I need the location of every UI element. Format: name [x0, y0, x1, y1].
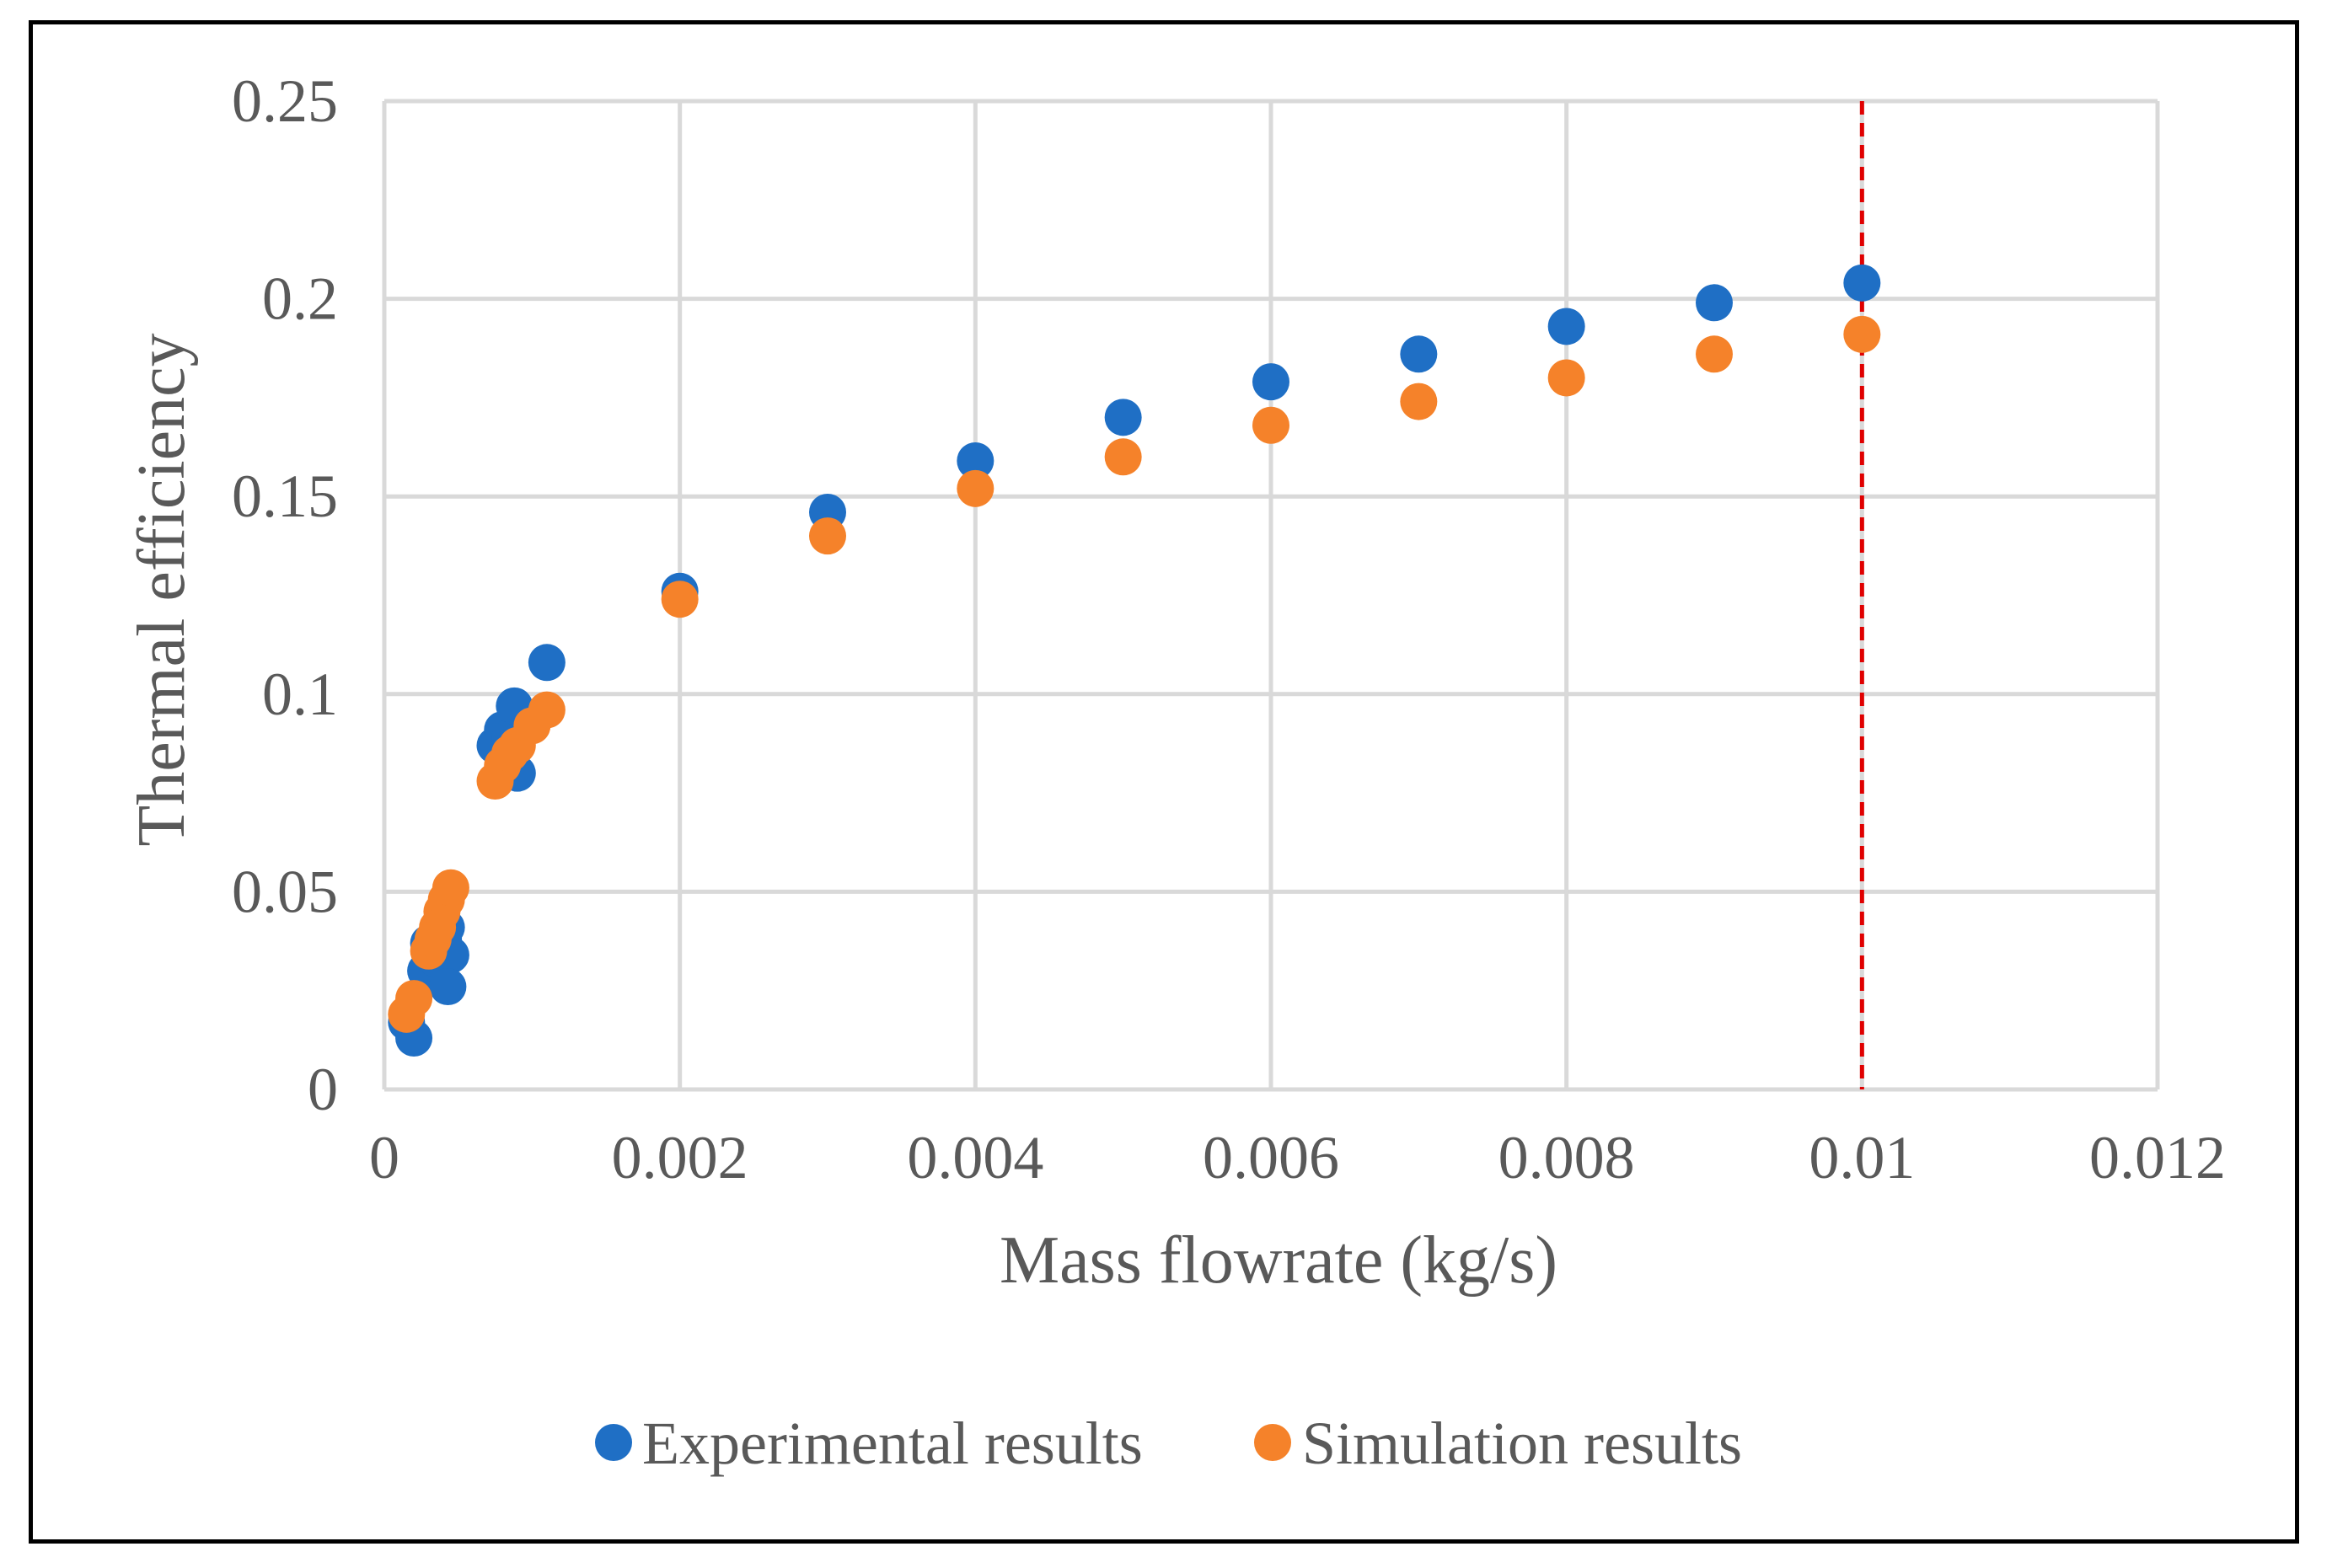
- x-tick-label: 0: [369, 1124, 399, 1191]
- gridlines: [382, 99, 2160, 1092]
- data-point: [528, 644, 566, 682]
- series-experimental: [388, 264, 1881, 1057]
- data-point: [1400, 383, 1438, 420]
- legend-label-experimental: Experimental results: [642, 1410, 1143, 1477]
- legend-item-experimental: Experimental results: [595, 1410, 1143, 1477]
- data-point: [1547, 308, 1585, 345]
- data-point: [1104, 399, 1142, 436]
- legend: Experimental results Simulation results: [595, 1410, 1742, 1477]
- data-point: [1547, 359, 1585, 397]
- data-point: [957, 469, 994, 507]
- y-tick-label: 0.15: [232, 463, 338, 530]
- x-axis-ticks: 0 0.002 0.004 0.006 0.008 0.01 0.012: [369, 1124, 2226, 1191]
- data-point: [1252, 406, 1289, 444]
- data-point: [661, 581, 699, 618]
- data-point: [1400, 335, 1438, 373]
- data-point: [1696, 335, 1733, 373]
- data-point: [1252, 363, 1289, 401]
- legend-marker-simulation: [1254, 1424, 1291, 1461]
- series-simulation: [388, 315, 1881, 1033]
- y-axis-title: Thermal efficiency: [125, 333, 199, 846]
- data-point: [957, 442, 994, 479]
- data-points: [388, 264, 1881, 1057]
- y-tick-label: 0.1: [262, 661, 338, 728]
- data-point: [809, 517, 846, 555]
- x-tick-label: 0.006: [1203, 1124, 1339, 1191]
- data-point: [1843, 315, 1881, 353]
- y-tick-label: 0.25: [232, 67, 338, 135]
- figure-frame: [29, 20, 2299, 1544]
- data-point: [429, 968, 467, 1006]
- data-point: [528, 691, 566, 729]
- y-tick-label: 0.2: [262, 265, 338, 333]
- data-point: [1696, 284, 1733, 322]
- legend-label-simulation: Simulation results: [1302, 1410, 1742, 1477]
- y-tick-label: 0: [308, 1056, 338, 1123]
- y-tick-label: 0.05: [232, 858, 338, 925]
- legend-marker-experimental: [595, 1424, 632, 1461]
- data-point: [1104, 438, 1142, 476]
- data-point: [395, 980, 433, 1018]
- x-axis-title: Mass flowrate (kg/s): [1000, 1223, 1557, 1298]
- data-point: [432, 869, 469, 907]
- x-tick-label: 0.01: [1809, 1124, 1915, 1191]
- x-tick-label: 0.012: [2089, 1124, 2226, 1191]
- x-tick-label: 0.002: [612, 1124, 748, 1191]
- legend-item-simulation: Simulation results: [1254, 1410, 1742, 1477]
- x-tick-label: 0.004: [907, 1124, 1043, 1191]
- data-point: [1843, 264, 1881, 302]
- x-tick-label: 0.008: [1498, 1124, 1635, 1191]
- y-axis-ticks: 0 0.05 0.1 0.15 0.2 0.25: [232, 67, 338, 1123]
